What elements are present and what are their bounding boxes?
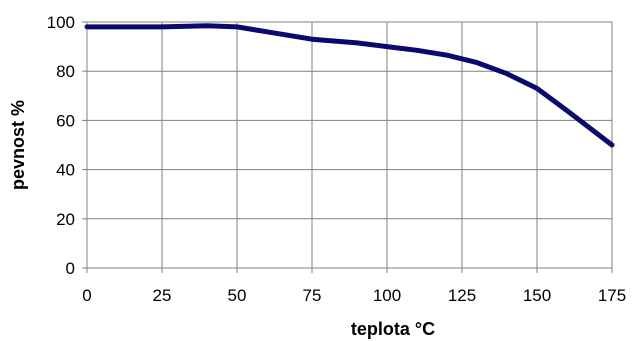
y-tick-label: 80 bbox=[56, 62, 75, 81]
series-line bbox=[84, 23, 615, 148]
x-tick-label: 175 bbox=[598, 286, 626, 305]
plot-area bbox=[86, 21, 613, 269]
y-tick-label: 100 bbox=[47, 13, 75, 32]
x-tick-label: 125 bbox=[448, 286, 476, 305]
x-tick-label: 150 bbox=[523, 286, 551, 305]
y-tick-label: 0 bbox=[66, 259, 75, 278]
x-tick-label: 0 bbox=[82, 286, 91, 305]
y-tick-label: 40 bbox=[56, 161, 75, 180]
y-axis-title: pevnost % bbox=[8, 100, 28, 190]
y-tick-label: 60 bbox=[56, 111, 75, 130]
tick-labels: 0 25 50 75 100 125 150 175 0 20 40 60 80 100 bbox=[47, 13, 627, 305]
gridlines bbox=[87, 22, 612, 268]
x-axis-title: teplota °C bbox=[351, 319, 435, 339]
x-tick-label: 50 bbox=[228, 286, 247, 305]
series-layer bbox=[84, 23, 615, 148]
x-tick-label: 100 bbox=[373, 286, 401, 305]
x-tick-label: 75 bbox=[303, 286, 322, 305]
y-tick-label: 20 bbox=[56, 210, 75, 229]
x-tick-label: 25 bbox=[153, 286, 172, 305]
